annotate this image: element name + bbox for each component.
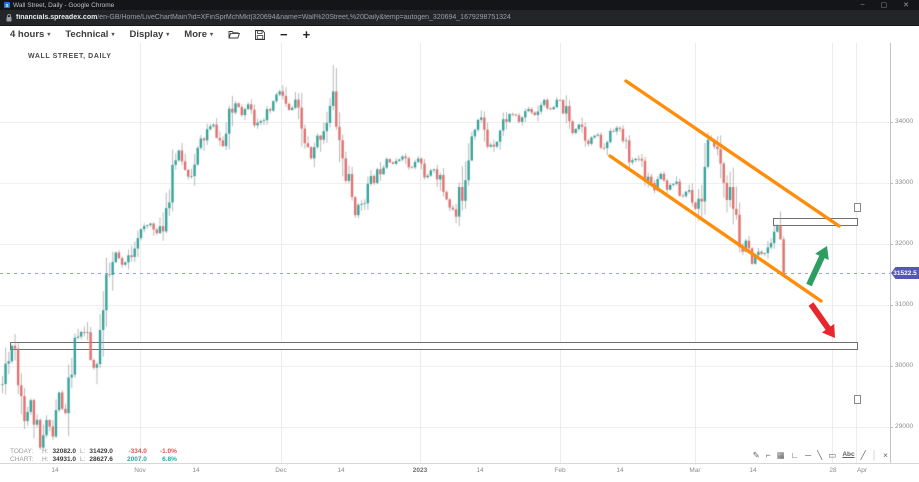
- url-domain: financials.spreadex.com: [16, 14, 98, 21]
- zoom-out-button[interactable]: −: [280, 26, 288, 42]
- menu-timeframe[interactable]: 4 hours ▾: [10, 29, 50, 40]
- diagonal-line-tool-icon[interactable]: ╱: [860, 450, 866, 460]
- zoom-in-button[interactable]: +: [302, 26, 311, 42]
- drawing-handle[interactable]: [854, 203, 861, 212]
- drawing-handle[interactable]: [854, 395, 861, 404]
- current-price-badge: 31522.5: [891, 267, 919, 279]
- chevron-down-icon: ▾: [111, 32, 115, 38]
- url-text[interactable]: financials.spreadex.com/en-GB/Home/LiveC…: [16, 14, 511, 21]
- separator: │: [871, 450, 878, 460]
- window-title: Wall Street, Daily - Google Chrome: [13, 1, 115, 9]
- minimize-button[interactable]: –: [860, 1, 865, 8]
- change-percent: -1.0%: [159, 448, 177, 455]
- change-value: -334.0: [128, 448, 147, 455]
- horizontal-line-tool-icon[interactable]: ─: [805, 450, 812, 460]
- menu-display-label: Display: [129, 29, 164, 40]
- high-value: 34931.0: [52, 456, 77, 463]
- fib-grid-tool-icon[interactable]: ▦: [776, 450, 785, 460]
- high-label: H:: [42, 456, 49, 463]
- open-folder-icon[interactable]: [228, 30, 240, 39]
- save-icon[interactable]: [255, 29, 265, 40]
- chart-area[interactable]: WALL STREET, DAILY 340003300032000310003…: [0, 43, 919, 482]
- chevron-down-icon: ▾: [166, 32, 170, 38]
- menu-technical-label: Technical: [65, 29, 109, 40]
- maximize-button[interactable]: ▢: [880, 2, 888, 9]
- candlestick-canvas[interactable]: [0, 43, 919, 482]
- drawing-toolbar: ✎ ⌐ ▦ ∟ ─ ╲ ▭ Abc ╱ │ ×: [753, 450, 888, 460]
- chevron-down-icon: ▾: [209, 32, 213, 38]
- pen-tool-icon[interactable]: ✎: [752, 450, 760, 460]
- stats-row: TODAY: H: 32082.0 L: 31429.0 -334.0 -1.0%: [10, 448, 177, 456]
- menu-technical[interactable]: Technical ▾: [65, 29, 114, 40]
- stats-label: TODAY:: [10, 448, 34, 455]
- chevron-down-icon: ▾: [47, 32, 51, 38]
- high-label: H:: [42, 448, 49, 455]
- change-value: 2007.0: [127, 456, 147, 463]
- polyline-tool-icon[interactable]: ⌐: [765, 450, 771, 460]
- menu-timeframe-label: 4 hours: [10, 29, 45, 40]
- chart-toolbar: 4 hours ▾ Technical ▾ Display ▾ More ▾ − +: [0, 26, 919, 44]
- high-value: 32082.0: [52, 448, 77, 455]
- lock-icon: [6, 13, 12, 21]
- low-label: L:: [80, 456, 86, 463]
- stats-row: CHART: H: 34931.0 L: 28627.6 2007.0 6.8%: [10, 456, 177, 464]
- low-label: L:: [80, 448, 86, 455]
- window-titlebar: S Wall Street, Daily - Google Chrome – ▢…: [0, 0, 919, 10]
- site-favicon: S: [4, 2, 10, 8]
- rectangle-tool-icon[interactable]: ▭: [828, 450, 837, 460]
- menu-display[interactable]: Display ▾: [129, 29, 169, 40]
- url-path: /en-GB/Home/LiveChartMain?id=XFinSprMchM…: [97, 14, 511, 21]
- trend-angle-tool-icon[interactable]: ∟: [790, 450, 800, 460]
- menu-more[interactable]: More ▾: [184, 29, 213, 40]
- price-stats: TODAY: H: 32082.0 L: 31429.0 -334.0 -1.0% CHART…: [10, 448, 177, 464]
- text-tool-icon[interactable]: Abc: [842, 451, 855, 458]
- url-bar[interactable]: financials.spreadex.com/en-GB/Home/LiveC…: [0, 10, 919, 26]
- low-value: 28627.6: [89, 456, 113, 463]
- change-percent: 6.8%: [162, 456, 177, 463]
- close-tools-icon[interactable]: ×: [883, 450, 888, 460]
- stats-label: CHART:: [10, 456, 34, 463]
- menu-more-label: More: [184, 29, 207, 40]
- close-button[interactable]: ✕: [903, 2, 909, 9]
- trend-segment-tool-icon[interactable]: ╲: [817, 450, 823, 460]
- low-value: 31429.0: [89, 448, 113, 455]
